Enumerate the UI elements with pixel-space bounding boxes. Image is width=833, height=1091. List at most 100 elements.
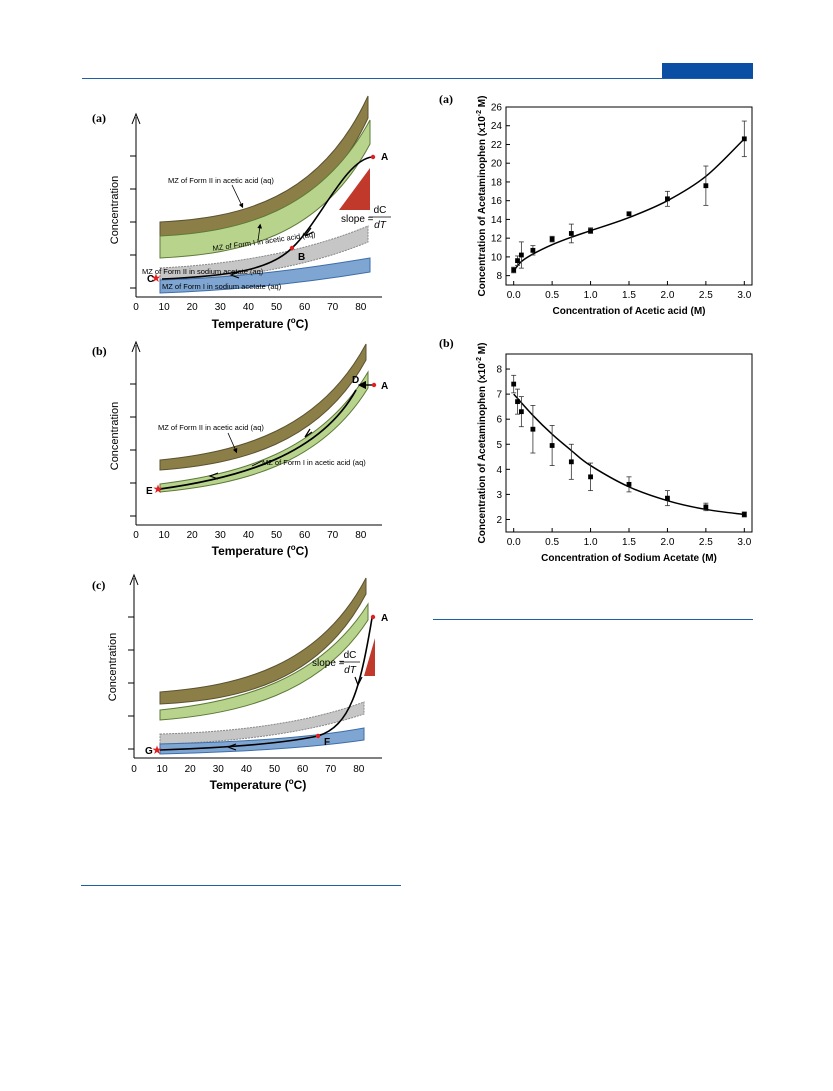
x-tick-label: 40: [243, 302, 255, 313]
band-label-form2-acetic: MZ of Form II in acetic acid (aq): [168, 176, 274, 185]
data-point: [511, 381, 517, 387]
band-label-form2-acetic: MZ of Form II in acetic acid (aq): [158, 423, 264, 432]
y-tick-label: 12: [491, 234, 503, 245]
y-tick-label: 7: [496, 390, 502, 401]
data-point: [511, 267, 517, 273]
x-tick-label: 0.5: [545, 537, 559, 548]
trajectory-arrow: [304, 428, 313, 438]
point-f-marker: [315, 733, 321, 739]
slope-triangle: [364, 638, 375, 676]
y-tick-label: 4: [496, 465, 502, 476]
form1-acetic-band: [159, 370, 369, 493]
point-label-b: B: [298, 252, 305, 263]
data-point: [530, 247, 536, 253]
point-a-marker: [370, 154, 376, 160]
point-e-marker: ★: [153, 482, 164, 496]
x-tick-label: 40: [243, 530, 255, 541]
data-point: [549, 236, 555, 242]
x-tick-label: 80: [353, 764, 365, 775]
x-tick-labels: 0 10 20 30 40 50 60 70 80: [133, 302, 367, 313]
trajectory-b: [159, 389, 357, 490]
point-label-a: A: [381, 381, 388, 392]
slope-numerator: dC: [344, 650, 357, 661]
x-tick-label: 60: [297, 764, 309, 775]
y-tick-label: 2: [496, 515, 502, 526]
form1-acetic-band: [159, 119, 371, 259]
data-point: [665, 495, 670, 501]
point-a-marker: [370, 614, 376, 620]
y-axis-label: Concentration: [109, 176, 121, 245]
data-point: [530, 426, 536, 432]
data-point: [741, 136, 747, 142]
x-tick-label: 10: [159, 530, 171, 541]
x-axis-label: Concentration of Sodium Acetate (M): [541, 553, 717, 564]
slope-triangle: [339, 168, 370, 210]
trajectory-arrow: [229, 271, 240, 279]
leader-line: [227, 432, 238, 454]
point-label-c: C: [147, 274, 154, 285]
x-tick-label: 2.0: [660, 290, 674, 301]
left-panel-c: (c) Concentration 0 10 20 30 40 50 60 70 80 Temp…: [92, 573, 388, 792]
slope-label: slope =: [312, 658, 345, 669]
trajectory-arrow: [304, 227, 314, 237]
point-label-d: D: [352, 375, 359, 386]
y-axis-arrow: [131, 340, 141, 353]
point-label-a: A: [381, 152, 388, 163]
x-tick-label: 0: [131, 764, 137, 775]
y-tick-label: 6: [496, 415, 502, 426]
point-c-marker: ★: [151, 271, 162, 285]
chart-tag-a: (a): [439, 92, 453, 106]
y-tick-label: 8: [496, 365, 502, 376]
y-tick-labels: 2 3 4 5 6 7 8: [496, 365, 502, 526]
y-tick-label: 18: [491, 177, 503, 188]
x-tick-label: 50: [269, 764, 281, 775]
leader-line: [257, 223, 263, 242]
y-tick-label: 22: [491, 140, 503, 151]
data-point: [703, 504, 709, 510]
x-tick-label: 30: [213, 764, 225, 775]
x-tick-label: 50: [271, 302, 283, 313]
leader-line: [251, 460, 263, 467]
x-tick-label: 10: [157, 764, 169, 775]
y-tick-label: 8: [496, 271, 502, 282]
y-tick-label: 3: [496, 490, 502, 501]
data-point: [588, 228, 593, 234]
band-label-form1-na: MZ of Form I in sodium acetate (aq): [162, 282, 282, 291]
data-points: [511, 120, 747, 274]
x-tick-label: 70: [325, 764, 337, 775]
x-tick-label: 3.0: [737, 290, 751, 301]
x-tick-label: 80: [355, 530, 367, 541]
data-point: [568, 231, 574, 236]
y-axis-arrow: [131, 112, 141, 125]
axis-ticks: [506, 368, 745, 532]
chart-tag-b: (b): [439, 336, 454, 350]
x-axis-label: Temperature (oC): [212, 316, 309, 331]
x-tick-label: 30: [215, 530, 227, 541]
slope-label: slope =: [341, 214, 374, 225]
top-rule: [82, 78, 753, 79]
slope-denominator: dT: [374, 220, 387, 231]
data-points: [511, 374, 747, 518]
x-tick-label: 20: [185, 764, 197, 775]
data-point: [568, 459, 574, 465]
slope-numerator: dC: [374, 205, 387, 216]
form1-acetic-band: [159, 602, 369, 721]
point-label-g: G: [145, 746, 153, 757]
slope-denominator: dT: [344, 665, 357, 676]
data-point: [515, 399, 520, 405]
data-point: [626, 481, 632, 487]
y-ticks: [128, 616, 134, 750]
y-tick-label: 16: [491, 196, 503, 207]
band-label-form1-acetic: MZ of Form I in acetic acid (aq): [262, 458, 366, 467]
data-point: [703, 183, 709, 189]
x-tick-label: 0.0: [507, 290, 521, 301]
form1-na-band: [159, 257, 371, 294]
right-separator: [433, 619, 753, 620]
y-axis-label: Concentration: [109, 402, 121, 471]
x-tick-label: 60: [299, 530, 311, 541]
x-tick-labels: 0 10 20 30 40 50 60 70 80: [133, 530, 367, 541]
y-ticks: [130, 383, 136, 517]
x-tick-label: 1.0: [584, 537, 598, 548]
data-point: [626, 211, 632, 217]
